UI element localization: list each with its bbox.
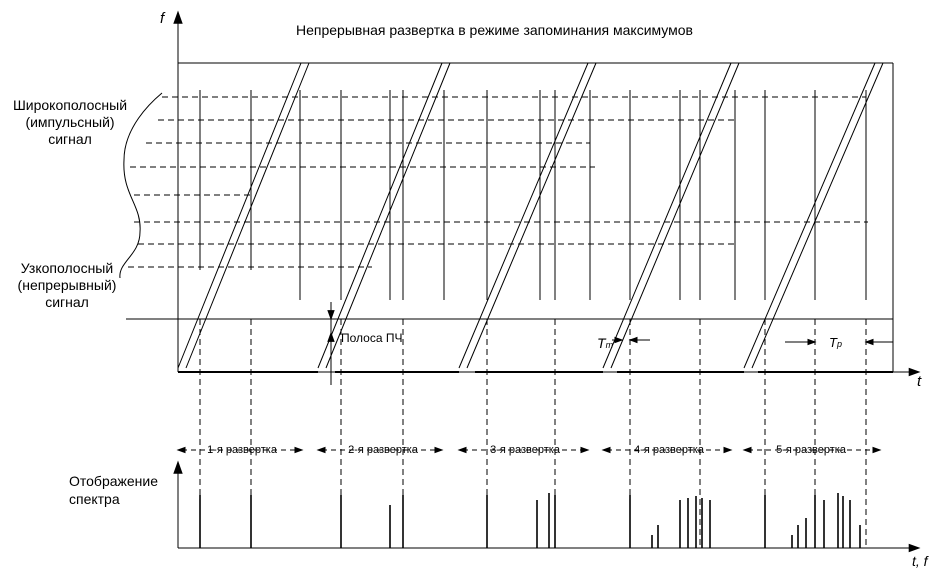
if-band-arrow-top — [327, 310, 335, 321]
if-band-arrow-bottom — [327, 331, 335, 342]
display-vertical-axis-arrow — [173, 460, 183, 474]
display-axis-arrow — [908, 543, 921, 553]
bottom-axis-label: t, f — [912, 553, 928, 569]
time-axis-label: t — [917, 373, 922, 390]
sweep-ramp-line — [177, 62, 302, 369]
sweep-interval-arrow-right — [872, 446, 882, 454]
tp-arrow-left — [864, 338, 874, 346]
sweep-interval-arrow-right — [580, 446, 590, 454]
display-axis-label-line1: Отображение — [69, 473, 159, 489]
sweep-label-4: 4-я развертка — [634, 444, 704, 456]
sweep-interval-arrow-right — [294, 446, 304, 454]
if-band-label: Полоса ПЧ — [341, 331, 403, 345]
wideband-envelope — [119, 92, 163, 279]
tm-label-sub: m — [605, 340, 614, 350]
narrowband-label-line3: сигнал — [45, 294, 89, 310]
sweep-ramp-line — [185, 62, 310, 369]
tp-label-sub: p — [836, 339, 842, 349]
sweep-label-5: 5-я развертка — [776, 444, 846, 456]
tp-label-main: T — [829, 335, 837, 350]
display-axis-label-line2: спектра — [69, 491, 120, 507]
tp-label: Tp — [829, 334, 842, 353]
sweep-interval-arrow-left — [742, 446, 752, 454]
sweep-interval-arrow-right — [723, 446, 733, 454]
sweep-interval-arrow-left — [457, 446, 467, 454]
tp-arrow-right — [807, 338, 817, 346]
narrowband-label-line1: Узкополосный — [20, 260, 114, 276]
sweep-ramp-line — [458, 62, 589, 369]
sweep-ramp-line — [317, 62, 443, 369]
sweep-interval-arrow-right — [434, 446, 444, 454]
sweep-ramp-line — [602, 62, 732, 369]
sweep-label-1: 1-я развертка — [207, 444, 277, 456]
tm-label: Tm — [597, 335, 613, 354]
sweep-interval-arrow-left — [176, 446, 186, 454]
sweep-ramp-line — [751, 62, 884, 369]
freq-axis-arrow — [173, 10, 183, 24]
sweep-label-2: 2-я развертка — [348, 444, 418, 456]
sweep-interval-arrow-left — [601, 446, 611, 454]
sweep-ramp-line — [466, 62, 597, 369]
wideband-label-line1: Широкополосный — [12, 97, 128, 113]
wideband-label-line2: (импульсный) — [25, 114, 115, 130]
sweep-ramp-line — [743, 62, 876, 369]
sweep-ramp-line — [610, 62, 740, 369]
freq-axis-label: f — [160, 10, 165, 27]
time-axis-arrow — [908, 367, 921, 377]
tm-arrow-left — [628, 336, 638, 344]
sweep-ramp-line — [325, 62, 451, 369]
narrowband-label-line2: (непрерывный) — [17, 277, 117, 293]
diagram-title: Непрерывная развертка в режиме запоминан… — [296, 22, 693, 38]
wideband-label-line3: сигнал — [48, 131, 92, 147]
sweep-interval-arrow-left — [316, 446, 326, 454]
sweep-label-3: 3-я развертка — [490, 444, 560, 456]
tm-label-main: T — [597, 335, 606, 351]
tm-arrow-right — [614, 336, 624, 344]
